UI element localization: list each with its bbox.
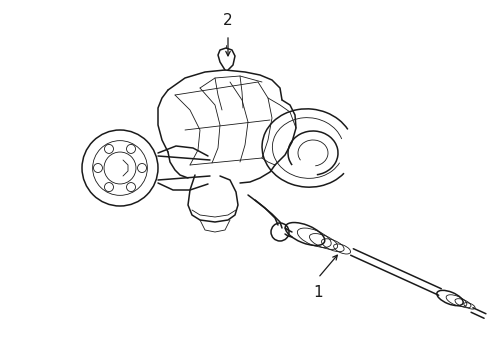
- Text: 1: 1: [312, 285, 322, 300]
- Text: 2: 2: [223, 13, 232, 28]
